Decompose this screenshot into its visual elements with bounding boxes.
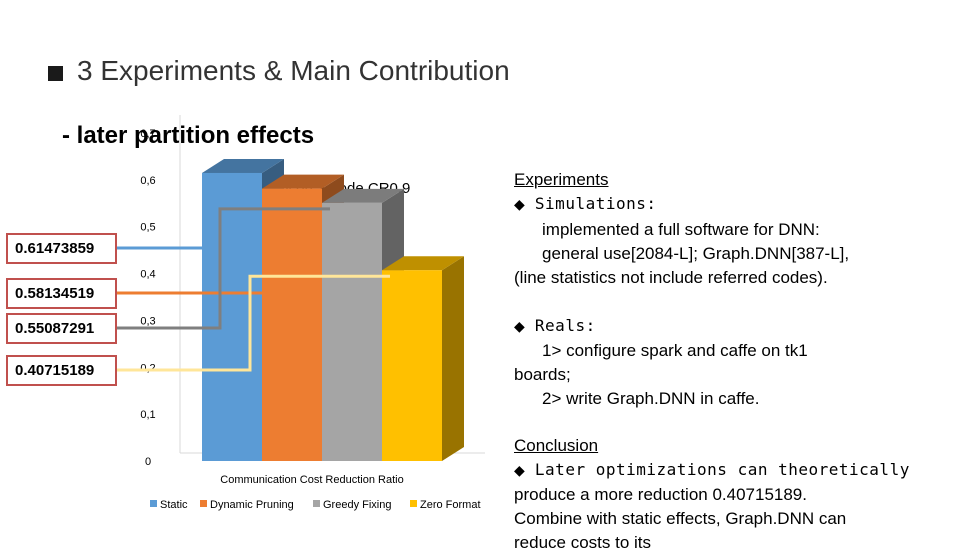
y-tick-label: 0,5 <box>140 222 155 234</box>
value-connectors <box>117 177 390 372</box>
reals-line-2: boards; <box>514 365 571 384</box>
conclusion-line-4: reduce costs to its <box>514 533 652 552</box>
bar-top <box>382 256 464 271</box>
reals-line-3: 2> write Graph.DNN in caffe. <box>542 389 760 408</box>
legend-swatch <box>200 500 207 507</box>
bar-top <box>262 174 344 189</box>
value-box-zero-format: 0.40715189 <box>6 355 117 386</box>
slide-title: 3 Experiments & Main Contribution <box>77 55 510 86</box>
reals-bullet: ◆ Reals: <box>514 314 596 339</box>
y-tick-label: 0 <box>145 456 151 468</box>
simulations-label: Simulations: <box>524 194 657 213</box>
conclusion-line-2: produce a more reduction 0.40715189. <box>514 485 807 504</box>
value-box-dynamic-pruning: 0.58134519 <box>6 278 117 309</box>
reals-line-1: 1> configure spark and caffe on tk1 <box>542 341 808 360</box>
conclusion-bullet: ◆ Later optimizations can theoretically <box>514 458 910 483</box>
bar-front <box>322 202 382 461</box>
experiments-heading: Experiments <box>514 170 609 189</box>
legend-swatch <box>150 500 157 507</box>
bar-side <box>442 256 464 461</box>
simulations-line-3: (line statistics not include referred co… <box>514 268 828 287</box>
diamond-bullet-icon: ◆ <box>514 319 525 335</box>
legend-label: Static <box>160 499 188 511</box>
connector-line <box>117 207 330 330</box>
legend-label: Zero Format <box>420 499 481 511</box>
bar-top <box>202 158 284 173</box>
bar-front <box>262 188 322 461</box>
slide-subtitle: - later partition effects <box>62 122 315 149</box>
bar-zero-format <box>382 256 464 461</box>
connector-line <box>117 194 272 295</box>
simulations-line-2: general use[2084-L]; Graph.DNN[387-L], <box>542 244 850 263</box>
bar-series <box>202 158 464 462</box>
value-box-static: 0.61473859 <box>6 233 117 264</box>
chart-legend: Static Dynamic Pruning Greedy Fixing Zero F… <box>150 499 481 511</box>
conclusion-heading: Conclusion <box>514 436 599 455</box>
diamond-bullet-icon: ◆ <box>514 197 525 213</box>
y-tick-label: 0,1 <box>140 409 155 421</box>
connector-line <box>117 274 390 372</box>
legend-label: Greedy Fixing <box>323 499 391 511</box>
diamond-bullet-icon: ◆ <box>514 463 525 479</box>
y-tick-label: 0,3 <box>140 315 155 327</box>
legend-swatch <box>313 500 320 507</box>
bar-front <box>382 270 442 461</box>
y-tick-label: 0,6 <box>140 175 155 187</box>
y-tick-label: 0,4 <box>140 269 155 281</box>
reals-label: Reals: <box>524 316 596 335</box>
conclusion-bullet-text: Later optimizations can theoretically <box>524 460 910 479</box>
x-axis-label: Communication Cost Reduction Ratio <box>220 474 403 486</box>
y-tick-label: 0,2 <box>140 362 155 374</box>
title-bullet-square <box>48 66 63 81</box>
legend-label: Dynamic Pruning <box>210 499 294 511</box>
y-tick-label: 0,7 <box>140 128 155 140</box>
simulations-line-1: implemented a full software for DNN: <box>542 220 820 239</box>
conclusion-line-3: Combine with static effects, Graph.DNN c… <box>514 509 847 528</box>
legend-swatch <box>410 500 417 507</box>
connector-line <box>117 177 228 250</box>
simulations-bullet: ◆ Simulations: <box>514 192 657 217</box>
value-box-greedy-fixing: 0.55087291 <box>6 313 117 344</box>
bar-front <box>202 172 262 462</box>
bar-chart: Graph.DNN on 2-node CR0.9 00,10,20,30,40… <box>117 115 485 511</box>
bar-top <box>322 188 404 203</box>
